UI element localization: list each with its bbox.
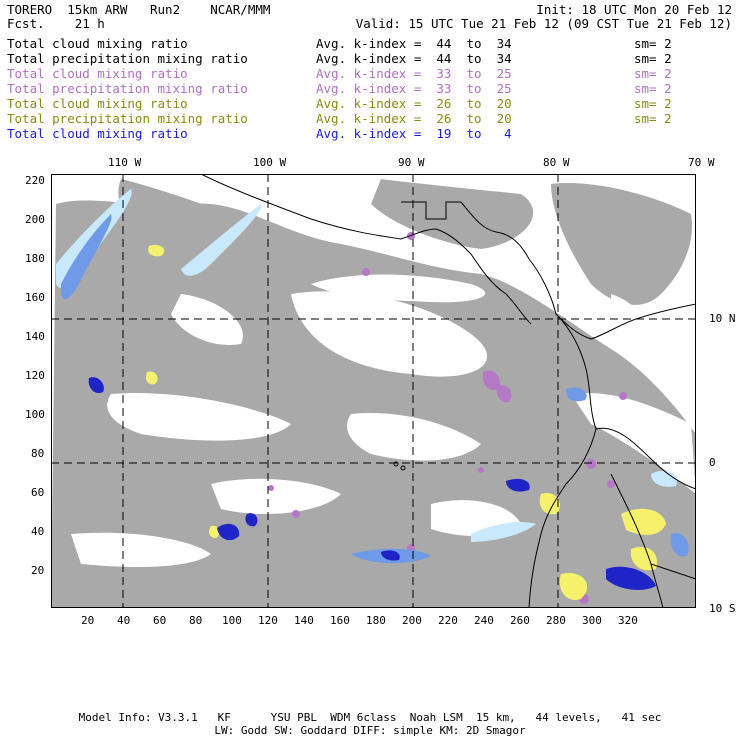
legend-field: Total precipitation mixing ratio	[7, 81, 248, 96]
legend-field: Total cloud mixing ratio	[7, 126, 188, 141]
legend-index: Avg. k-index = 44 to 34	[316, 36, 512, 51]
legend-row: Total precipitation mixing ratio Avg. k-i…	[7, 81, 707, 96]
weather-map	[51, 174, 696, 608]
mid-cloud-field	[268, 232, 627, 604]
clear-regions	[71, 274, 696, 567]
lon-label-70w: 70 W	[688, 156, 715, 169]
y-tick-label: 80	[31, 447, 45, 460]
legend-index: Avg. k-index = 26 to 20	[316, 111, 512, 126]
x-tick-label: 280	[546, 614, 566, 627]
legend-field: Total cloud mixing ratio	[7, 66, 188, 81]
legend-row: Total cloud mixing ratio Avg. k-index = 2…	[7, 96, 707, 111]
y-tick-label: 20	[31, 564, 45, 577]
y-tick-label: 160	[25, 291, 45, 304]
legend-index: Avg. k-index = 26 to 20	[316, 96, 512, 111]
y-tick-label: 40	[31, 525, 45, 538]
legend-field: Total precipitation mixing ratio	[7, 51, 248, 66]
y-tick-label: 200	[25, 213, 45, 226]
legend-smoothing: sm= 2	[634, 51, 672, 66]
x-tick-label: 40	[117, 614, 131, 627]
y-tick-label: 180	[25, 252, 45, 265]
x-tick-label: 240	[474, 614, 494, 627]
legend-row: Total cloud mixing ratio Avg. k-index = 3…	[7, 66, 707, 81]
model-physics: LW: Godd SW: Goddard DIFF: simple KM: 2D…	[214, 724, 526, 737]
forecast-hour: Fcst. 21 h	[7, 16, 105, 31]
x-tick-label: 20	[81, 614, 95, 627]
high-cloud-field	[51, 179, 696, 608]
x-tick-label: 120	[258, 614, 278, 627]
coastlines	[200, 174, 696, 608]
x-tick-label: 300	[582, 614, 602, 627]
legend-index: Avg. k-index = 19 to 4	[316, 126, 512, 141]
lat-lon-grid	[51, 174, 696, 608]
y-tick-label: 100	[25, 408, 45, 421]
legend-index: Avg. k-index = 44 to 34	[316, 51, 512, 66]
lon-label-110w: 110 W	[108, 156, 142, 169]
x-tick-label: 100	[222, 614, 242, 627]
lon-label-80w: 80 W	[543, 156, 570, 169]
y-tick-label: 120	[25, 369, 45, 382]
legend-smoothing: sm= 2	[634, 81, 672, 96]
legend-smoothing: sm= 2	[634, 66, 672, 81]
legend-field: Total precipitation mixing ratio	[7, 111, 248, 126]
model-title: TORERO 15km ARW Run2 NCAR/MMM	[7, 2, 271, 17]
lat-label-10n: 10 N	[709, 312, 736, 325]
y-tick-label: 140	[25, 330, 45, 343]
x-tick-label: 220	[438, 614, 458, 627]
x-tick-label: 80	[189, 614, 203, 627]
lat-label-10s: 10 S	[709, 602, 736, 615]
model-info: Model Info: V3.3.1 KF YSU PBL WDM 6class…	[78, 711, 662, 724]
y-tick-label: 220	[25, 174, 45, 187]
valid-time: Valid: 15 UTC Tue 21 Feb 12 (09 CST Tue …	[355, 16, 732, 31]
legend-field: Total cloud mixing ratio	[7, 96, 188, 111]
y-tick-label: 60	[31, 486, 45, 499]
legend-smoothing: sm= 2	[634, 96, 672, 111]
legend-row: Total cloud mixing ratio Avg. k-index = 4…	[7, 36, 707, 51]
precipitation-field	[56, 189, 689, 590]
x-tick-label: 320	[618, 614, 638, 627]
lon-label-90w: 90 W	[398, 156, 425, 169]
legend-row: Total precipitation mixing ratio Avg. k-i…	[7, 51, 707, 66]
legend-smoothing: sm= 2	[634, 111, 672, 126]
legend-smoothing: sm= 2	[634, 36, 672, 51]
init-time: Init: 18 UTC Mon 20 Feb 12	[536, 2, 732, 17]
legend-row: Total precipitation mixing ratio Avg. k-i…	[7, 111, 707, 126]
map-frame	[51, 174, 696, 608]
x-tick-label: 60	[153, 614, 167, 627]
x-tick-label: 200	[402, 614, 422, 627]
lon-label-100w: 100 W	[253, 156, 287, 169]
legend-index: Avg. k-index = 33 to 25	[316, 81, 512, 96]
x-tick-label: 140	[294, 614, 314, 627]
lat-label-0: 0	[709, 456, 716, 469]
x-tick-label: 160	[330, 614, 350, 627]
legend-index: Avg. k-index = 33 to 25	[316, 66, 512, 81]
x-tick-label: 180	[366, 614, 386, 627]
x-tick-label: 260	[510, 614, 530, 627]
legend-row: Total cloud mixing ratio Avg. k-index = 1…	[7, 126, 707, 141]
legend-field: Total cloud mixing ratio	[7, 36, 188, 51]
